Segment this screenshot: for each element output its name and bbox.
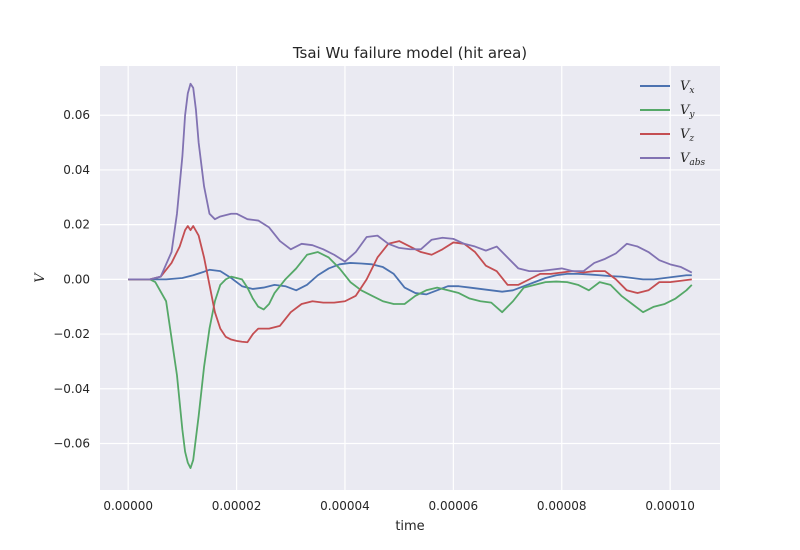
y-tick-label: 0.06: [63, 108, 90, 122]
series-line-v-z: [128, 225, 692, 344]
chart-title: Tsai Wu failure model (hit area): [292, 44, 527, 62]
y-tick-label: −0.06: [53, 436, 90, 450]
y-tick-label: 0.04: [63, 163, 90, 177]
x-tick-label: 0.00006: [429, 499, 479, 513]
y-axis-ticks: −0.06 −0.04 −0.02 0.00 0.02 0.04 0.06: [53, 108, 90, 450]
x-axis-label: time: [395, 519, 424, 534]
x-tick-label: 0.00004: [320, 499, 370, 513]
y-tick-label: 0.00: [63, 272, 90, 286]
y-tick-label: −0.02: [53, 327, 90, 341]
x-tick-label: 0.00010: [645, 499, 695, 513]
legend-entry-main: V: [680, 103, 691, 118]
legend-entry-label: Vx: [680, 79, 694, 96]
x-tick-label: 0.00000: [103, 499, 153, 513]
legend-entry-main: V: [680, 151, 691, 166]
legend-entry-subscript: abs: [689, 158, 705, 168]
x-tick-label: 0.00002: [212, 499, 262, 513]
x-axis-ticks: 0.00000 0.00002 0.00004 0.00006 0.00008 0.000…: [103, 499, 695, 513]
series-line-v-y: [128, 251, 693, 470]
series-lines: [128, 82, 693, 470]
y-tick-label: 0.02: [63, 218, 90, 232]
legend-entry-main: V: [680, 127, 691, 142]
y-axis-label: V: [33, 272, 48, 283]
y-tick-label: −0.04: [53, 382, 90, 396]
legend-entry-label: Vabs: [680, 151, 706, 168]
legend-entry-subscript: z: [688, 134, 694, 144]
legend-entry-subscript: x: [689, 86, 694, 96]
legend-entry-label: Vy: [680, 103, 695, 120]
x-tick-label: 0.00008: [537, 499, 587, 513]
series-line-v-abs: [128, 82, 693, 281]
legend-entry-subscript: y: [688, 110, 695, 120]
plot-area-background: [100, 66, 720, 490]
legend-entry-main: V: [680, 79, 691, 94]
legend-entry-label: Vz: [680, 127, 694, 144]
